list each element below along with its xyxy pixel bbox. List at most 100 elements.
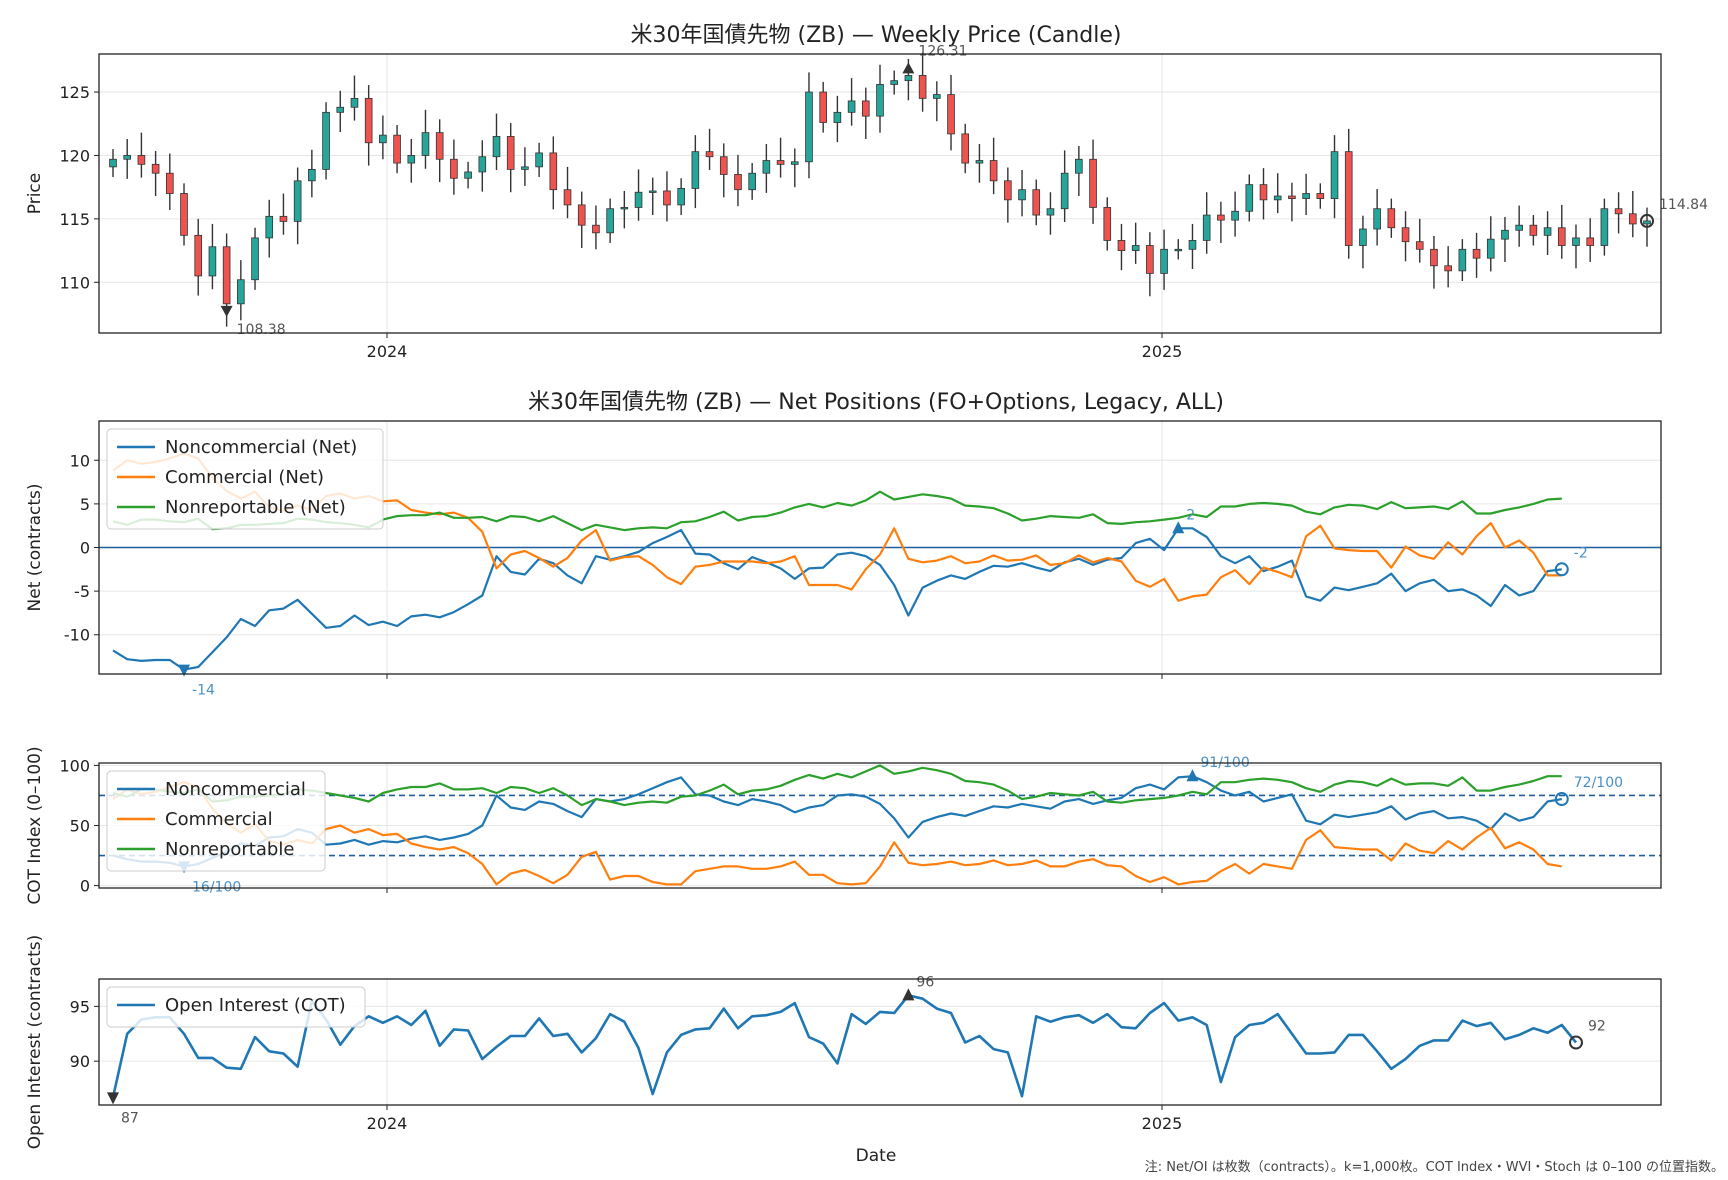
min-label: 87 bbox=[121, 1110, 139, 1126]
axes-frame bbox=[98, 420, 1662, 675]
candle-body bbox=[563, 189, 572, 206]
candle-body bbox=[933, 94, 941, 99]
price-candle-panel: 110 115 120 125 Price 2024 2025 108.38 126.31 114… bbox=[25, 43, 1708, 361]
candle-body bbox=[1032, 189, 1041, 216]
series-line bbox=[112, 764, 1562, 807]
axes-frame bbox=[98, 53, 1662, 334]
y-tick-label: 0 bbox=[80, 539, 90, 558]
candle-body bbox=[322, 111, 330, 170]
x-tick-label: 2024 bbox=[367, 342, 408, 361]
candle-body bbox=[1572, 237, 1580, 246]
max-label: 2 bbox=[1186, 507, 1195, 523]
x-tick-label: 2025 bbox=[1142, 1114, 1183, 1133]
candle-body bbox=[1501, 229, 1509, 240]
candle-body bbox=[279, 215, 288, 222]
candle-body bbox=[1344, 151, 1353, 246]
y-tick-label: 5 bbox=[80, 495, 90, 514]
last-label: 72/100 bbox=[1574, 775, 1623, 791]
candle-body bbox=[904, 75, 913, 82]
candle-body bbox=[151, 163, 160, 174]
y-tick-label: 10 bbox=[70, 451, 90, 470]
legend-label: Noncommercial (Net) bbox=[165, 437, 357, 458]
candle-body bbox=[989, 160, 998, 182]
candle-body bbox=[421, 132, 430, 156]
candle-body bbox=[819, 91, 827, 123]
max-marker bbox=[1172, 521, 1185, 534]
candle-body bbox=[833, 111, 842, 123]
candle-body bbox=[1259, 184, 1268, 201]
candle-body bbox=[861, 100, 870, 117]
candle-body bbox=[719, 156, 728, 175]
candle-body bbox=[1131, 245, 1140, 251]
candle-body bbox=[1387, 208, 1396, 229]
candle-body bbox=[1089, 158, 1097, 208]
candle-body bbox=[549, 152, 558, 191]
last-label: 92 bbox=[1588, 1019, 1606, 1035]
candle-body bbox=[762, 160, 771, 174]
candle-body bbox=[1643, 220, 1651, 225]
candle-body bbox=[705, 151, 714, 158]
y-tick-label: -10 bbox=[64, 626, 90, 645]
max-label: 96 bbox=[916, 974, 934, 990]
series-line bbox=[112, 527, 1562, 671]
candle-body bbox=[1231, 210, 1239, 221]
candle-body bbox=[1075, 158, 1083, 174]
candle-body bbox=[1600, 208, 1609, 246]
candle-body bbox=[776, 160, 785, 165]
y-tick-label: 115 bbox=[59, 210, 90, 229]
y-tick-label: 110 bbox=[59, 273, 90, 292]
candle-body bbox=[109, 158, 117, 168]
candle-body bbox=[1217, 214, 1225, 221]
candle-body bbox=[648, 190, 657, 193]
candle-body bbox=[677, 188, 685, 206]
y-tick-label: 120 bbox=[59, 146, 90, 165]
footer-note: 注: Net/OI は枚数（contracts）。k=1,000枚。COT In… bbox=[1145, 1160, 1724, 1175]
candle-body bbox=[1444, 265, 1452, 272]
legend: Noncommercial (Net) Commercial (Net) Nonre… bbox=[106, 428, 384, 530]
candle-body bbox=[166, 172, 174, 194]
legend-label: Commercial bbox=[165, 809, 273, 830]
chart-title-net: 米30年国債先物 (ZB) — Net Positions (FO+Option… bbox=[528, 390, 1224, 415]
candle-body bbox=[123, 155, 132, 160]
candle-body bbox=[535, 152, 543, 168]
candle-body bbox=[1543, 227, 1552, 236]
series-line bbox=[112, 781, 1562, 886]
last-marker bbox=[1640, 213, 1654, 228]
legend-label: Nonreportable (Net) bbox=[165, 497, 346, 518]
y-tick-label: -5 bbox=[74, 582, 90, 601]
legend: Open Interest (COT) bbox=[106, 986, 366, 1028]
candle-body bbox=[1529, 224, 1538, 236]
last-label: -2 bbox=[1574, 545, 1588, 561]
candle-body bbox=[734, 174, 742, 191]
candle-body bbox=[1018, 189, 1026, 201]
candle-body bbox=[1316, 193, 1325, 199]
candle-body bbox=[450, 158, 458, 179]
candle-body bbox=[308, 169, 316, 182]
candle-body bbox=[1046, 208, 1055, 216]
max-marker bbox=[902, 988, 915, 1001]
candle-body bbox=[393, 134, 401, 164]
last-label: 114.84 bbox=[1659, 197, 1708, 213]
legend-label: Commercial (Net) bbox=[165, 467, 324, 488]
open-interest-panel: 90 95 Open Interest (contracts) 2024 2025 96 8… bbox=[25, 935, 1662, 1149]
series-line bbox=[112, 775, 1562, 868]
candle-body bbox=[478, 156, 487, 173]
candle-body bbox=[947, 94, 955, 135]
candle-body bbox=[194, 234, 203, 277]
candle-body bbox=[606, 208, 614, 234]
candle-body bbox=[1174, 248, 1183, 252]
candle-body bbox=[293, 180, 302, 222]
candle-body bbox=[1486, 238, 1495, 259]
candle-body bbox=[1401, 227, 1410, 243]
candle-body bbox=[1202, 214, 1211, 241]
candle-body bbox=[1373, 208, 1381, 230]
legend-label: Nonreportable bbox=[165, 839, 294, 860]
candle-body bbox=[336, 106, 345, 113]
candle-body bbox=[577, 204, 586, 226]
candle-body bbox=[805, 91, 813, 163]
x-tick-label: 2025 bbox=[1142, 342, 1183, 361]
legend: Noncommercial Commercial Nonreportable bbox=[106, 770, 326, 872]
candle-body bbox=[222, 246, 231, 305]
candle-body bbox=[592, 224, 600, 234]
